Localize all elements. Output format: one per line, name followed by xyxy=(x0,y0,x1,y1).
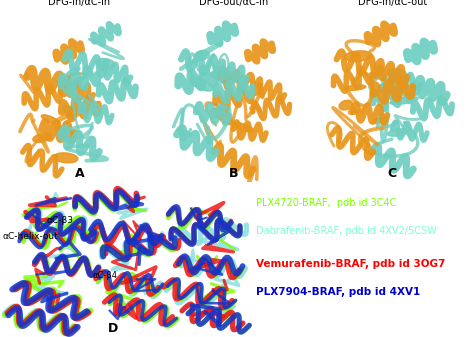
Ellipse shape xyxy=(33,133,51,143)
Ellipse shape xyxy=(210,108,228,119)
Ellipse shape xyxy=(387,129,409,136)
Ellipse shape xyxy=(96,58,115,68)
Text: αC-helix-out: αC-helix-out xyxy=(2,232,58,241)
Ellipse shape xyxy=(66,67,80,76)
Ellipse shape xyxy=(57,132,74,144)
Ellipse shape xyxy=(219,115,232,125)
Ellipse shape xyxy=(54,153,78,163)
Text: Vemurafenib-BRAF, pdb id 3OG7: Vemurafenib-BRAF, pdb id 3OG7 xyxy=(255,258,445,269)
Text: D: D xyxy=(108,323,118,335)
Ellipse shape xyxy=(390,97,418,104)
Ellipse shape xyxy=(177,129,191,136)
Ellipse shape xyxy=(344,85,366,90)
Ellipse shape xyxy=(55,126,74,137)
Title: DFG-in/αC-out: DFG-in/αC-out xyxy=(357,0,427,7)
Ellipse shape xyxy=(339,100,353,110)
Text: PLX4720-BRAF,  pdb id 3C4C: PLX4720-BRAF, pdb id 3C4C xyxy=(255,198,396,208)
Ellipse shape xyxy=(378,83,407,93)
Ellipse shape xyxy=(190,78,213,91)
Title: DFG-in/αC-in: DFG-in/αC-in xyxy=(48,0,110,7)
Text: Dabrafenib-BRAF, pdb id 4XV2/5CSW: Dabrafenib-BRAF, pdb id 4XV2/5CSW xyxy=(255,226,437,236)
Text: C: C xyxy=(388,167,397,180)
Text: αC-β3: αC-β3 xyxy=(46,216,73,225)
Ellipse shape xyxy=(344,51,372,61)
Ellipse shape xyxy=(222,71,247,82)
Ellipse shape xyxy=(231,122,254,132)
Title: DFG-out/αC-in: DFG-out/αC-in xyxy=(199,0,268,7)
Ellipse shape xyxy=(372,117,385,124)
Ellipse shape xyxy=(194,50,209,60)
Text: PLX7904-BRAF, pdb id 4XV1: PLX7904-BRAF, pdb id 4XV1 xyxy=(255,286,420,297)
Ellipse shape xyxy=(388,69,407,79)
Text: αC-β4: αC-β4 xyxy=(92,271,117,280)
Ellipse shape xyxy=(41,115,60,125)
Text: B: B xyxy=(228,167,238,180)
Ellipse shape xyxy=(64,106,76,117)
Text: A: A xyxy=(74,167,84,180)
Ellipse shape xyxy=(210,73,229,85)
